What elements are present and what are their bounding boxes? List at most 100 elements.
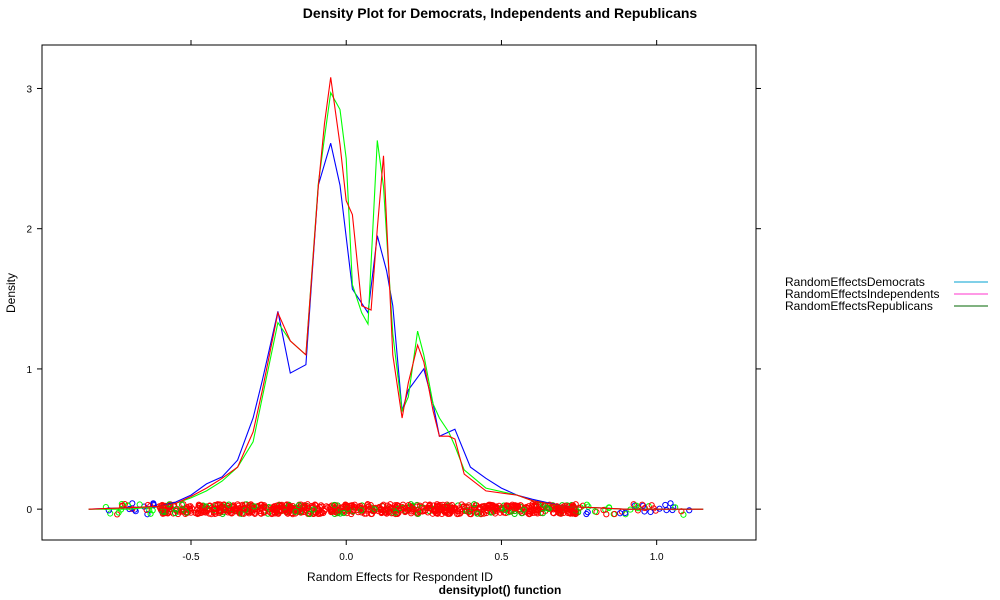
x-axis-label: Random Effects for Respondent ID bbox=[307, 570, 493, 584]
rug-point bbox=[150, 502, 157, 509]
legend-label: RandomEffectsDemocrats bbox=[785, 275, 925, 289]
rug-point bbox=[434, 508, 441, 515]
rug-point bbox=[271, 504, 278, 511]
rug-point bbox=[384, 506, 391, 513]
rug-point bbox=[460, 504, 467, 511]
rug-point bbox=[147, 510, 154, 517]
rug-point bbox=[350, 507, 357, 514]
rug-point bbox=[520, 506, 527, 513]
rug-point bbox=[200, 502, 207, 509]
rug-point bbox=[157, 504, 164, 512]
rug-point bbox=[121, 501, 128, 508]
rug-point bbox=[409, 505, 416, 512]
rug-point bbox=[640, 502, 647, 509]
rug-point bbox=[274, 510, 281, 517]
rug-point bbox=[192, 509, 199, 517]
rug-point bbox=[340, 509, 347, 517]
chart-subtitle: densityplot() function bbox=[439, 583, 562, 597]
density-line bbox=[88, 77, 704, 510]
rug-point bbox=[392, 510, 399, 518]
rug-point bbox=[493, 503, 500, 510]
rug-point bbox=[261, 502, 268, 509]
rug-point bbox=[539, 510, 546, 517]
rug-point bbox=[195, 502, 202, 510]
rug-point bbox=[405, 501, 412, 509]
rug-point bbox=[504, 503, 511, 510]
rug-point bbox=[634, 505, 642, 512]
rug-point bbox=[449, 507, 456, 514]
rug-point bbox=[369, 508, 377, 515]
rug-point bbox=[534, 507, 542, 514]
rug-point bbox=[291, 507, 298, 514]
rug-point bbox=[161, 509, 168, 517]
rug-point bbox=[545, 505, 552, 513]
rug-point bbox=[467, 510, 474, 518]
rug-point bbox=[670, 504, 677, 511]
plot-frame bbox=[41, 44, 757, 541]
rug-point bbox=[236, 508, 243, 516]
rug-point bbox=[455, 510, 462, 518]
rug-point bbox=[639, 501, 646, 508]
rug-point bbox=[672, 504, 679, 511]
rug-point bbox=[308, 502, 315, 510]
y-tick-label: 1 bbox=[26, 365, 32, 376]
rug-point bbox=[662, 501, 669, 509]
rug-point bbox=[180, 508, 187, 515]
rug-point bbox=[315, 510, 322, 517]
rug-point bbox=[284, 510, 291, 517]
rug-point bbox=[136, 501, 143, 508]
y-axis-label: Density bbox=[4, 273, 18, 313]
rug-point bbox=[571, 504, 578, 512]
rug-point bbox=[278, 502, 285, 509]
rug-point bbox=[239, 501, 246, 508]
rug-point bbox=[228, 502, 235, 510]
rug-point bbox=[442, 506, 449, 514]
rug-point bbox=[388, 510, 395, 517]
rug-point bbox=[292, 508, 299, 515]
rug-point bbox=[603, 511, 610, 518]
rug-point bbox=[611, 510, 618, 518]
legend-label: RandomEffectsRepublicans bbox=[785, 299, 933, 313]
rug-point bbox=[393, 502, 400, 509]
rug-point bbox=[600, 506, 607, 514]
rug-point bbox=[387, 501, 394, 508]
rug-point bbox=[296, 502, 303, 509]
rug-point bbox=[310, 506, 317, 513]
rug-point bbox=[384, 502, 391, 509]
x-tick-label: 0.0 bbox=[339, 552, 353, 563]
rug-point bbox=[686, 507, 693, 514]
y-tick-label: 2 bbox=[26, 225, 32, 236]
rug-point bbox=[328, 508, 336, 516]
rug-point bbox=[268, 510, 275, 517]
rug-point bbox=[510, 502, 518, 509]
rug-point bbox=[354, 506, 361, 513]
rug-point bbox=[426, 504, 433, 511]
rug-point bbox=[529, 501, 536, 508]
rug-point bbox=[306, 510, 313, 518]
rug-point bbox=[322, 506, 329, 513]
rug-points bbox=[102, 500, 693, 518]
rug-point bbox=[105, 507, 112, 514]
rug-point bbox=[650, 505, 657, 512]
rug-point bbox=[527, 508, 534, 515]
rug-point bbox=[321, 507, 328, 515]
rug-point bbox=[342, 501, 349, 508]
axis-ticks: -0.5 0.0 0.5 1.0 0 1 2 3 bbox=[26, 40, 761, 563]
rug-point bbox=[246, 502, 253, 509]
rug-point bbox=[264, 510, 272, 517]
rug-point bbox=[371, 506, 378, 513]
density-line bbox=[88, 90, 704, 510]
rug-point bbox=[622, 509, 629, 516]
y-tick-label: 0 bbox=[26, 505, 32, 516]
rug-point bbox=[554, 505, 561, 512]
density-lines bbox=[88, 77, 704, 510]
rug-point bbox=[358, 507, 365, 514]
rug-point bbox=[118, 500, 125, 508]
rug-point bbox=[211, 510, 218, 517]
rug-point bbox=[210, 509, 217, 516]
x-tick-label: 1.0 bbox=[650, 552, 664, 563]
rug-point bbox=[198, 508, 205, 515]
rug-point bbox=[399, 503, 406, 511]
rug-point bbox=[433, 503, 441, 511]
